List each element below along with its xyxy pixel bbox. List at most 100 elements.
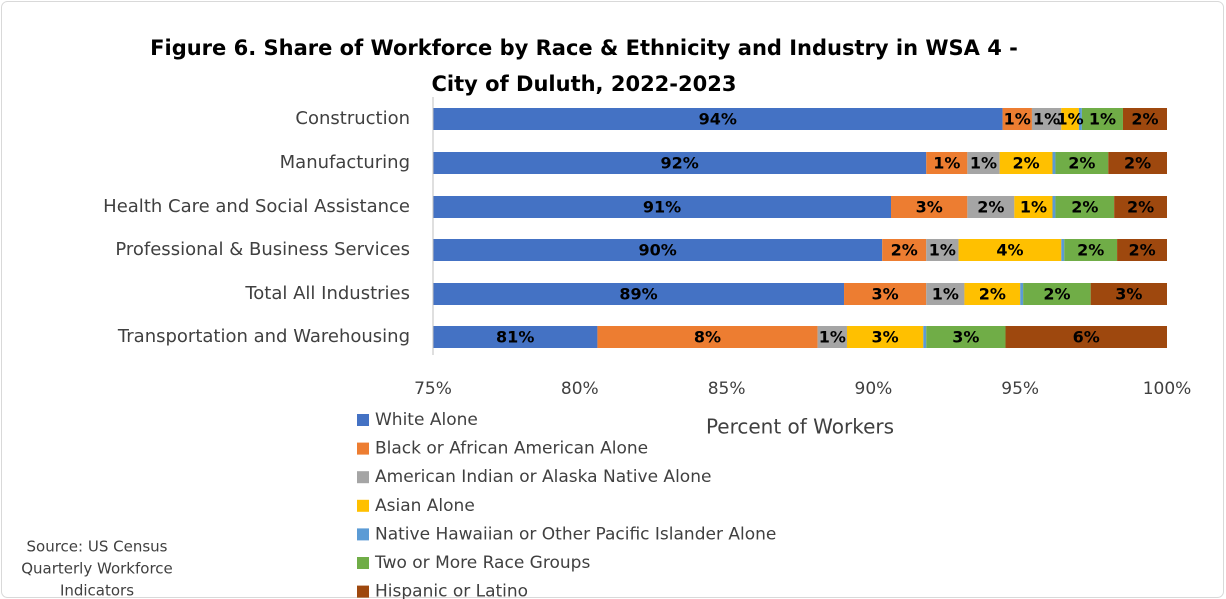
- data-label: 2%: [1077, 241, 1104, 260]
- bar-segment: [1055, 152, 1109, 174]
- data-label: 92%: [660, 154, 698, 173]
- legend-swatch: [357, 528, 369, 541]
- y-tick-label: Professional & Business Services: [115, 239, 410, 260]
- legend-swatch: [357, 499, 369, 512]
- data-label: 1%: [1033, 110, 1060, 129]
- data-label: 2%: [1012, 154, 1039, 173]
- bar-segment: [964, 283, 1021, 305]
- legend-label: Two or More Race Groups: [374, 553, 590, 573]
- bar-segment: [1108, 152, 1167, 174]
- bar-segment: [846, 326, 924, 348]
- bar-segment: [1005, 326, 1167, 348]
- data-label: 2%: [1131, 110, 1158, 129]
- bar-segment: [926, 152, 968, 174]
- bar-segment: [1052, 196, 1056, 218]
- data-label: 1%: [970, 154, 997, 173]
- bar-segment: [967, 152, 1000, 174]
- data-label: 1%: [1020, 198, 1047, 217]
- bar-segment: [1078, 108, 1082, 130]
- y-tick-label: Transportation and Warehousing: [117, 326, 410, 347]
- bar-segment: [1061, 108, 1079, 130]
- source-note: Quarterly Workforce: [21, 560, 173, 578]
- data-label: 2%: [1043, 285, 1070, 304]
- x-tick-label: 90%: [855, 379, 893, 399]
- data-label: 3%: [916, 198, 943, 217]
- legend-swatch: [357, 442, 369, 455]
- data-label: 2%: [979, 285, 1006, 304]
- legend-label: Native Hawaiian or Other Pacific Islande…: [375, 524, 776, 544]
- x-tick-label: 75%: [414, 379, 452, 399]
- data-label: 94%: [699, 110, 737, 129]
- bar-segment: [1061, 239, 1065, 261]
- legend-swatch: [357, 414, 369, 426]
- bar-segment: [1090, 283, 1167, 305]
- bar-segment: [1002, 108, 1032, 130]
- legend-label: Asian Alone: [375, 496, 475, 516]
- x-tick-label: 100%: [1143, 379, 1192, 399]
- legend-swatch: [357, 471, 369, 484]
- source-note: Source: US Census: [27, 538, 168, 556]
- chart-title: Figure 6. Share of Workforce by Race & E…: [150, 36, 1018, 96]
- data-label: 1%: [1057, 110, 1084, 129]
- data-label: 1%: [1089, 110, 1116, 129]
- bar-segment: [1117, 239, 1167, 261]
- bar-segment: [433, 283, 845, 305]
- bar-segment: [1055, 196, 1115, 218]
- y-tick-label: Health Care and Social Assistance: [103, 196, 410, 217]
- data-label: 1%: [929, 241, 956, 260]
- x-tick-label: 85%: [708, 379, 746, 399]
- x-tick-label: 80%: [561, 379, 599, 399]
- bar-segment: [958, 239, 1062, 261]
- data-label: 6%: [1073, 328, 1100, 347]
- bar-segment: [926, 326, 1006, 348]
- data-label: 2%: [891, 241, 918, 260]
- data-label: 2%: [977, 198, 1004, 217]
- bar-segment: [1023, 283, 1091, 305]
- bar-segment: [433, 196, 892, 218]
- data-label: 2%: [1071, 198, 1098, 217]
- data-label: 3%: [872, 328, 899, 347]
- bar-segment: [817, 326, 847, 348]
- bar-segment: [433, 239, 883, 261]
- bar-segment: [1064, 239, 1118, 261]
- data-label: 1%: [933, 154, 960, 173]
- data-label: 89%: [619, 285, 657, 304]
- data-label: 1%: [1004, 110, 1031, 129]
- bar-segment: [1031, 108, 1062, 130]
- data-label: 81%: [496, 328, 534, 347]
- x-tick-label: 95%: [1001, 379, 1039, 399]
- bar-segment: [926, 283, 965, 305]
- bar-segment: [433, 152, 927, 174]
- bar-segment: [999, 152, 1053, 174]
- legend-swatch: [357, 585, 369, 598]
- legend-label: Black or African American Alone: [375, 439, 648, 459]
- x-axis-title: Percent of Workers: [706, 415, 894, 439]
- legend-label: Hispanic or Latino: [375, 582, 528, 599]
- bar-segment: [1014, 196, 1053, 218]
- bar-segment: [597, 326, 818, 348]
- y-tick-label: Total All Industries: [244, 283, 410, 304]
- data-label: 3%: [1115, 285, 1142, 304]
- data-label: 90%: [638, 241, 676, 260]
- bar-segment: [967, 196, 1015, 218]
- bar-segment: [1052, 152, 1056, 174]
- bar-segment: [1114, 196, 1167, 218]
- legend-label: White Alone: [375, 410, 478, 430]
- data-label: 2%: [1128, 241, 1155, 260]
- bar-segment: [844, 283, 927, 305]
- bar-segment: [433, 326, 598, 348]
- y-tick-label: Manufacturing: [280, 152, 410, 173]
- plot-area: [433, 108, 1167, 348]
- source-note: Indicators: [60, 582, 134, 599]
- bar-segment: [1020, 283, 1024, 305]
- data-label: 91%: [643, 198, 681, 217]
- bar-segment: [433, 108, 1003, 130]
- legend-swatch: [357, 557, 369, 569]
- data-label: 1%: [932, 285, 959, 304]
- bar-segment: [882, 239, 927, 261]
- bar-segment: [891, 196, 968, 218]
- bar-segment: [926, 239, 959, 261]
